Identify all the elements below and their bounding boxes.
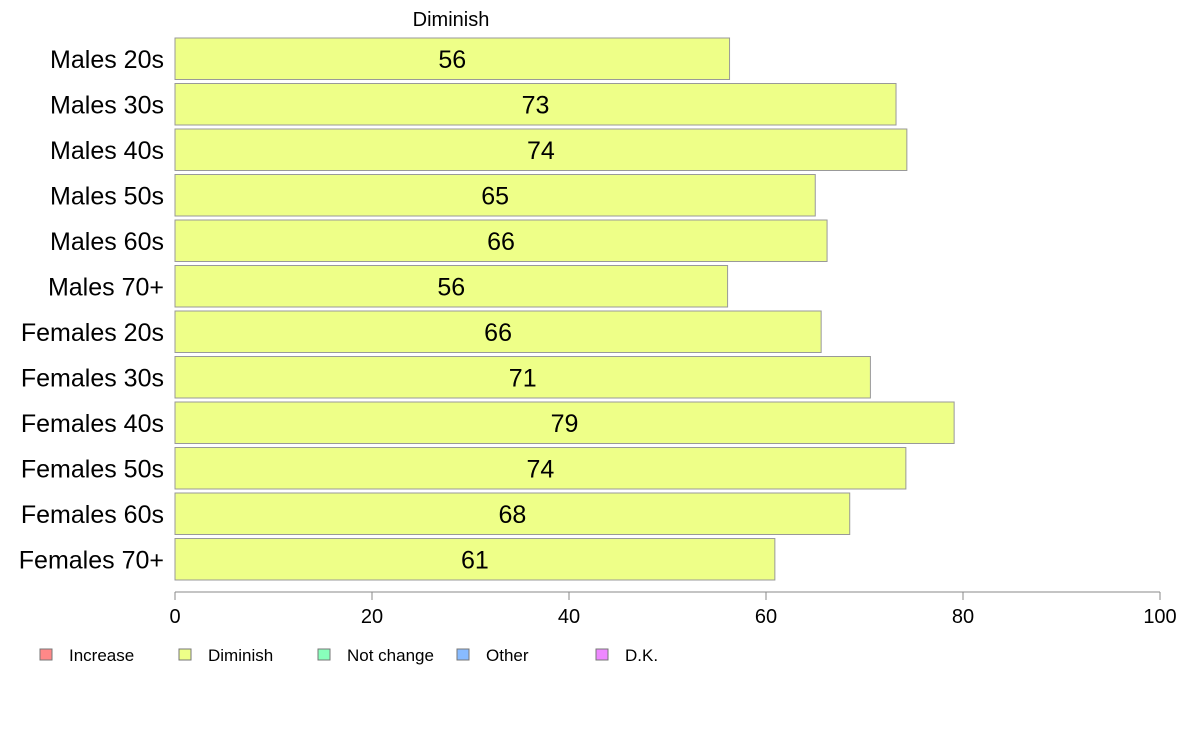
bar-value-label: 71 <box>509 364 537 392</box>
legend-swatch <box>595 648 609 661</box>
category-label: Males 60s <box>50 228 164 256</box>
legend: Increase Diminish Not change Other D.K. <box>39 646 658 665</box>
bar <box>174 310 822 353</box>
category-label: Females 20s <box>21 319 164 347</box>
bar-value-label: 68 <box>498 501 526 529</box>
category-label: Males 30s <box>50 91 164 119</box>
x-tick-label: 40 <box>558 606 580 628</box>
category-label: Females 50s <box>21 455 164 483</box>
x-tick-label: 20 <box>361 606 383 628</box>
bar-value-label: 73 <box>522 91 550 119</box>
category-label: Males 70+ <box>48 273 164 301</box>
bar <box>174 538 776 581</box>
bar <box>174 356 871 399</box>
bar <box>174 128 908 171</box>
bar-value-label: 61 <box>461 546 489 574</box>
bar <box>174 447 907 490</box>
x-axis: 0 20 40 60 80 100 <box>169 591 1177 628</box>
legend-label: Diminish <box>208 646 273 665</box>
x-tick-label: 80 <box>952 606 974 628</box>
bar <box>174 219 828 262</box>
bar-value-label: 66 <box>484 319 512 347</box>
legend-swatch <box>317 648 331 661</box>
category-label: Males 40s <box>50 137 164 165</box>
legend-label: D.K. <box>625 646 658 665</box>
x-tick-label: 100 <box>1143 606 1176 628</box>
bar <box>174 265 729 308</box>
bar-value-label: 65 <box>481 182 509 210</box>
category-label: Females 30s <box>21 364 164 392</box>
bars-group: 56 Males 20s 73 Males 30s 74 Males 40s 65 Males… <box>19 37 955 581</box>
bar-value-label: 74 <box>527 455 555 483</box>
bar <box>174 174 816 217</box>
series-title: Diminish <box>413 9 490 31</box>
bar <box>174 492 851 535</box>
category-label: Females 60s <box>21 501 164 529</box>
legend-swatch <box>178 648 192 661</box>
bar-value-label: 66 <box>487 228 515 256</box>
legend-label: Other <box>486 646 529 665</box>
category-label: Males 20s <box>50 46 164 74</box>
x-tick-label: 60 <box>755 606 777 628</box>
bar <box>174 83 897 126</box>
legend-swatch <box>39 648 53 661</box>
legend-swatch <box>456 648 470 661</box>
bar-value-label: 74 <box>527 137 555 165</box>
legend-label: Increase <box>69 646 134 665</box>
bar-value-label: 79 <box>551 410 579 438</box>
bar-value-label: 56 <box>438 46 466 74</box>
bar-value-label: 56 <box>437 273 465 301</box>
bar <box>174 401 955 444</box>
bar <box>174 37 731 80</box>
legend-label: Not change <box>347 646 434 665</box>
x-tick-label: 0 <box>169 606 180 628</box>
category-label: Females 40s <box>21 410 164 438</box>
category-label: Males 50s <box>50 182 164 210</box>
category-label: Females 70+ <box>19 546 164 574</box>
